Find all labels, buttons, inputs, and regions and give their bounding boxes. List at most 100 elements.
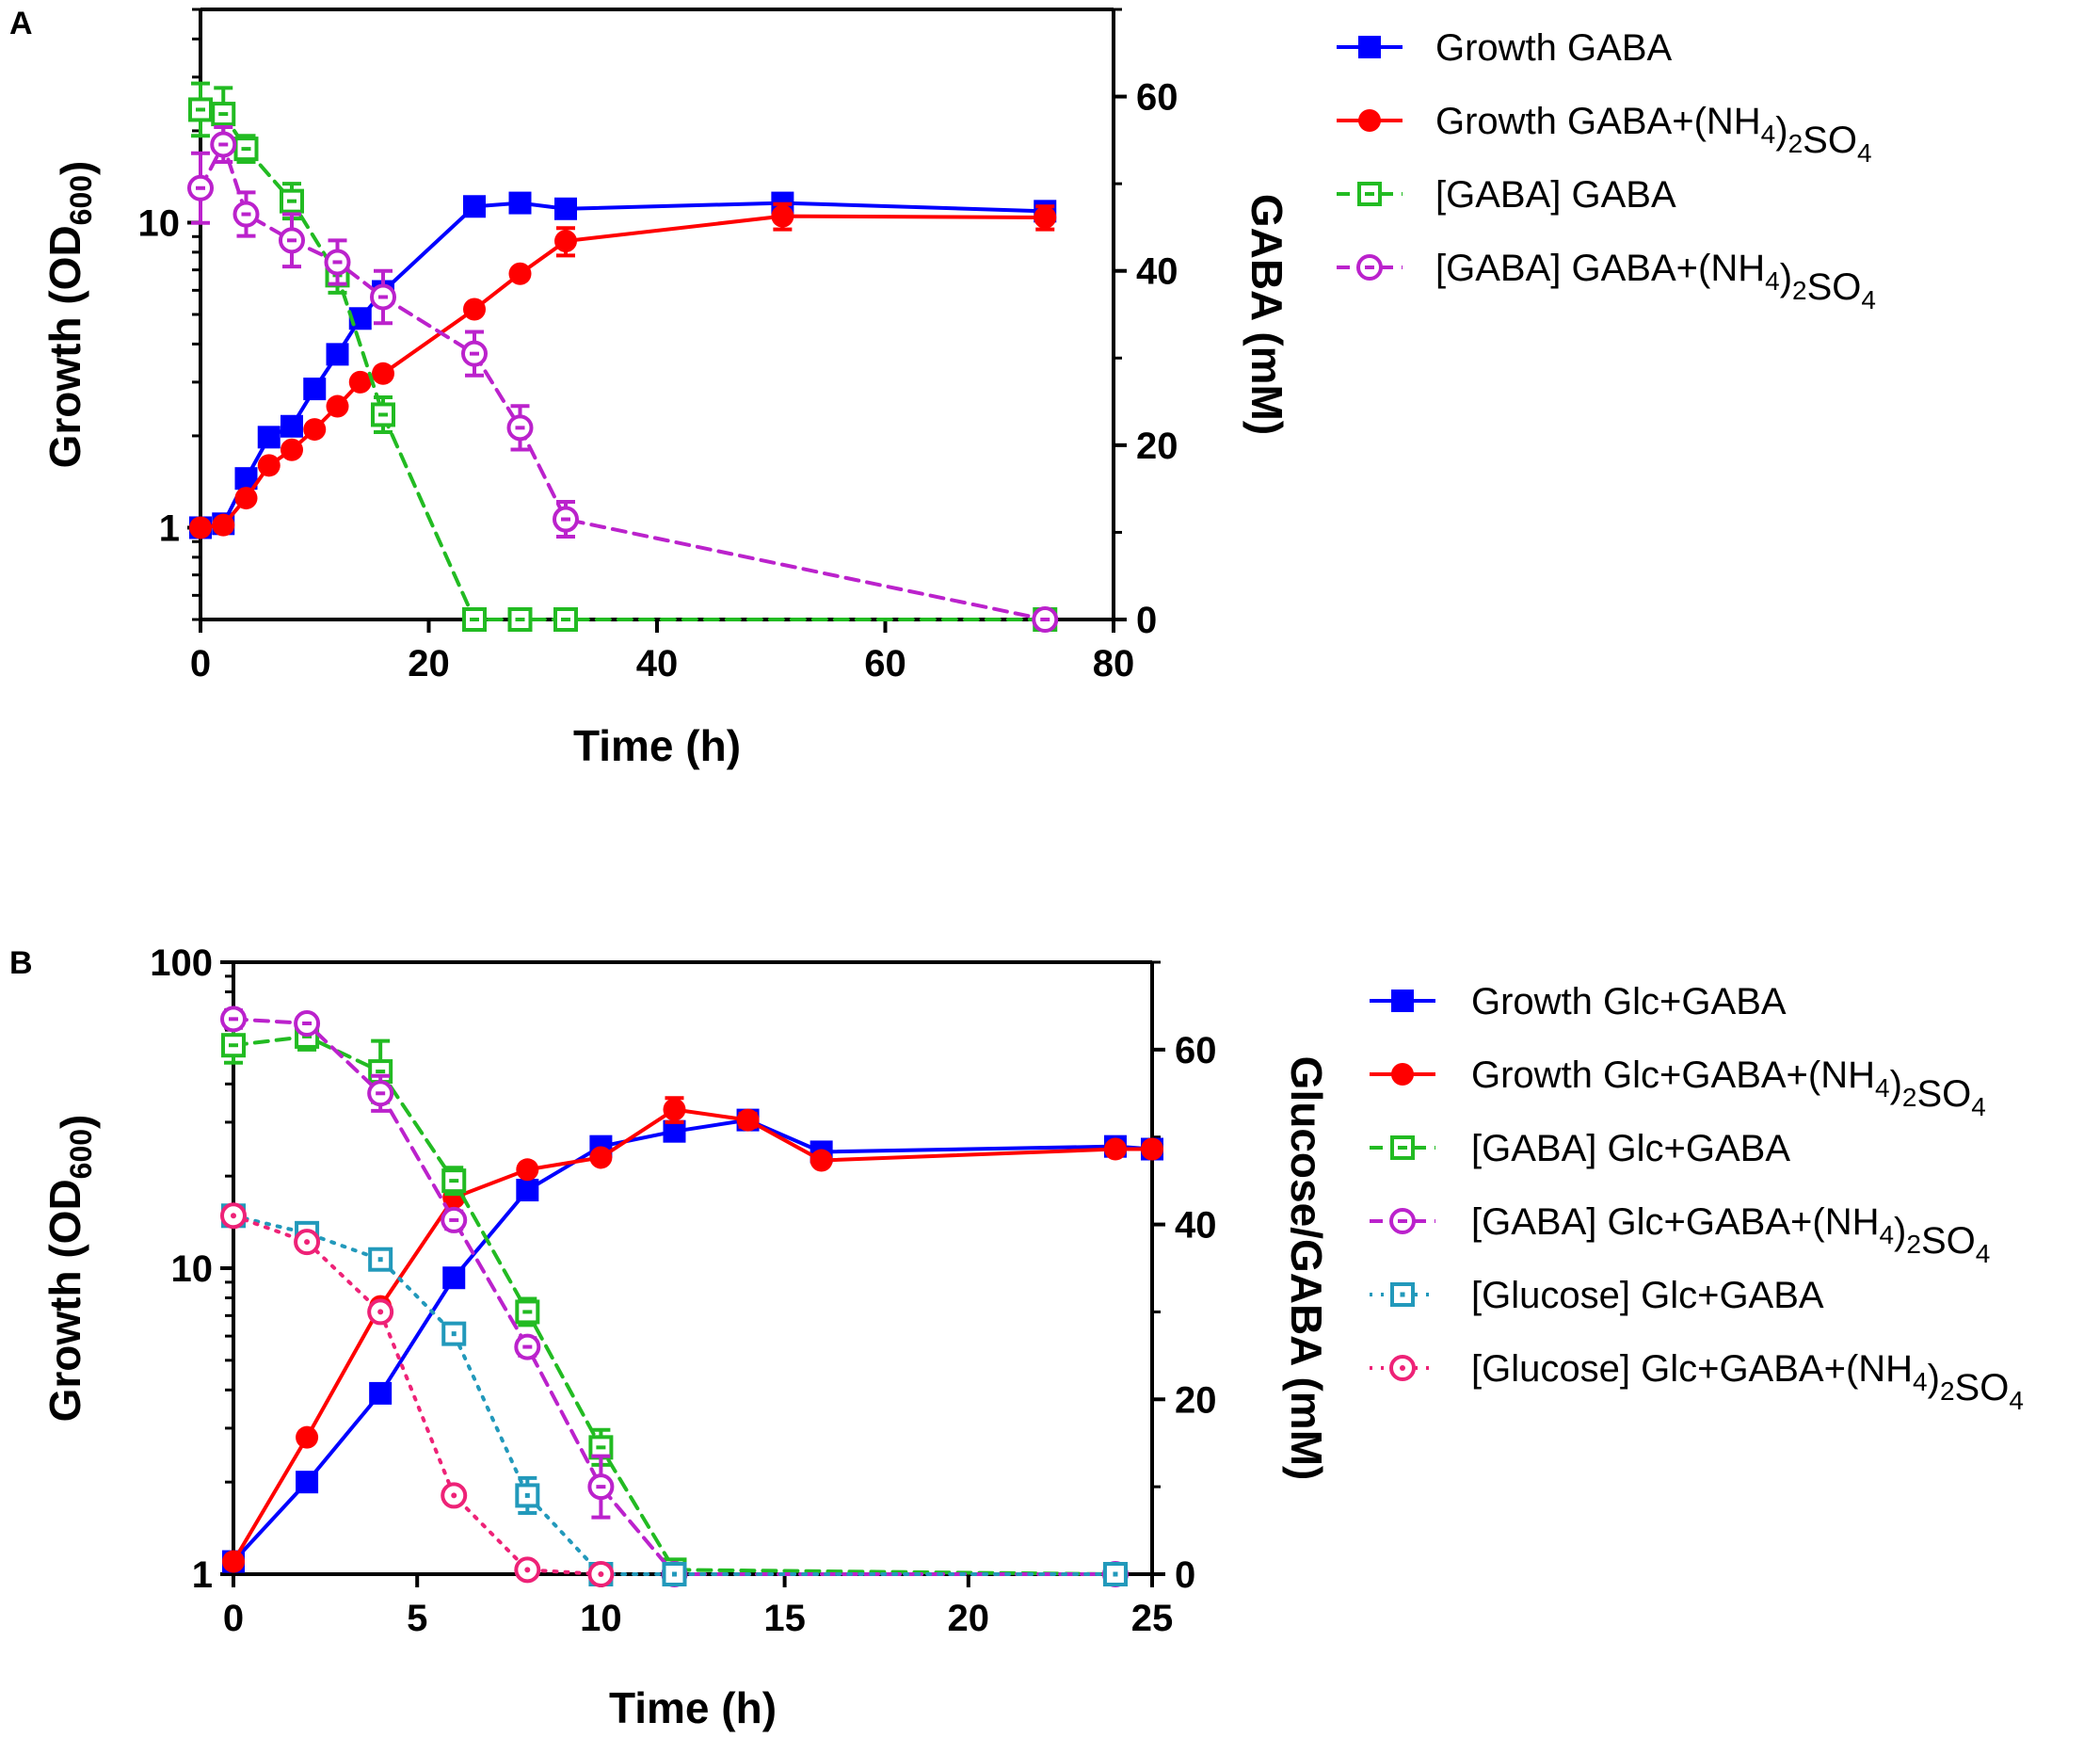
legend-label: [GABA] GABA+(NH4)2SO4 <box>1435 248 1876 314</box>
data-point <box>296 1425 319 1449</box>
data-point <box>506 414 534 442</box>
data-point <box>326 343 349 366</box>
data-point <box>515 1483 540 1508</box>
x-axis-label: Time (h) <box>573 721 741 770</box>
legend-marker <box>1357 182 1382 206</box>
data-point <box>324 249 351 276</box>
series-1 <box>189 201 1057 539</box>
data-point-dot <box>671 1571 677 1577</box>
axes: 0 20 40 60 80 1 10 0 20 40 60 <box>138 8 1178 684</box>
data-point-dot <box>377 1257 383 1263</box>
y-tick-label: 1 <box>192 1554 213 1596</box>
x-tick-label: 20 <box>948 1598 990 1639</box>
data-point <box>371 402 395 427</box>
chart-panel-A: A 0 20 40 60 80 1 10 0 20 40 60 Time (h) Growth (OD60… <box>9 6 1876 770</box>
data-point-dot <box>451 1492 457 1499</box>
legend-label: Growth GABA+(NH4)2SO4 <box>1435 101 1872 168</box>
data-point <box>1141 1137 1163 1161</box>
data-point <box>257 454 281 477</box>
series-line <box>232 1214 603 1576</box>
x-tick-label: 25 <box>1131 1598 1174 1639</box>
series-4 <box>221 1203 1128 1586</box>
legend-label: [Glucose] Glc+GABA+(NH4)2SO4 <box>1471 1348 2024 1415</box>
data-point <box>508 191 532 215</box>
legend-item: [GABA] GABA <box>1337 174 1676 216</box>
series-line <box>232 1107 1154 1564</box>
series-3 <box>187 124 1059 633</box>
data-point <box>554 197 577 220</box>
legend-label: [GABA] GABA <box>1435 174 1676 216</box>
x-tick-label: 0 <box>223 1598 244 1639</box>
data-point <box>810 1149 833 1172</box>
panel-letter: A <box>9 6 33 41</box>
data-point <box>281 438 303 461</box>
series-3 <box>220 1006 1129 1587</box>
data-point <box>1102 1562 1128 1586</box>
series-5 <box>220 1202 615 1587</box>
series-2 <box>188 81 1058 632</box>
y2-axis-label: Glucose/GABA (mM) <box>1282 1056 1331 1481</box>
data-point <box>233 137 259 162</box>
y-axis-label: Growth (OD600) <box>40 1115 101 1423</box>
data-point <box>553 607 578 632</box>
x-tick-label: 5 <box>407 1598 427 1639</box>
legend-item: [Glucose] Glc+GABA+(NH4)2SO4 <box>1370 1348 2024 1415</box>
chart-panel-B: B 0 5 10 15 20 25 1 10 100 0 20 40 60 Time (h) Growth (… <box>9 942 2024 1732</box>
data-point <box>220 1202 247 1230</box>
data-point-dot <box>1113 1571 1118 1577</box>
legend-label: Growth Glc+GABA <box>1471 981 1787 1022</box>
data-point <box>736 1108 760 1132</box>
data-point <box>771 204 794 228</box>
data-point <box>1032 606 1059 633</box>
x-axis-label: Time (h) <box>609 1683 777 1732</box>
plot-area <box>220 1006 1163 1587</box>
data-point <box>211 102 236 127</box>
legend-item: Growth Glc+GABA <box>1370 981 1787 1022</box>
legend-label: [GABA] Glc+GABA <box>1471 1128 1790 1169</box>
legend-item: Growth GABA <box>1337 27 1673 69</box>
data-point <box>1034 205 1057 229</box>
data-point <box>279 227 305 254</box>
data-point <box>369 1381 393 1405</box>
panel-letter: B <box>9 945 33 981</box>
y2-tick-label: 20 <box>1175 1379 1217 1421</box>
legend-label: [GABA] Glc+GABA+(NH4)2SO4 <box>1471 1201 1990 1268</box>
legend-marker-dot <box>1400 1292 1405 1297</box>
legend-marker <box>1356 254 1383 281</box>
legend-item: Growth GABA+(NH4)2SO4 <box>1337 101 1872 168</box>
data-point <box>189 516 212 539</box>
series-line <box>232 1034 1117 1576</box>
y-tick-label: 1 <box>159 507 180 549</box>
data-point <box>516 1158 539 1182</box>
y-tick-label: 100 <box>150 942 213 984</box>
data-point <box>372 362 394 385</box>
data-point <box>441 1206 468 1233</box>
legend-marker <box>1391 990 1414 1012</box>
x-tick-label: 80 <box>1093 643 1135 684</box>
series-line <box>232 1118 1154 1564</box>
legend-label: [Glucose] Glc+GABA <box>1471 1275 1824 1316</box>
data-point <box>441 1168 467 1194</box>
data-point <box>280 188 304 214</box>
data-point <box>210 131 237 158</box>
data-point-dot <box>524 1567 531 1573</box>
data-point <box>222 1550 245 1573</box>
data-point <box>188 97 213 122</box>
data-point <box>326 394 349 418</box>
data-point <box>221 1033 246 1058</box>
y2-tick-label: 60 <box>1175 1030 1217 1071</box>
series-0 <box>222 1108 1163 1573</box>
y2-tick-label: 0 <box>1175 1554 1195 1596</box>
legend-marker <box>1390 1135 1415 1160</box>
y2-axis-label: GABA (mM) <box>1242 194 1291 435</box>
data-point <box>234 487 258 510</box>
data-point <box>303 418 327 442</box>
data-point <box>587 1561 615 1587</box>
data-point-dot <box>377 1309 384 1315</box>
data-point-dot <box>598 1571 604 1577</box>
x-tick-label: 15 <box>763 1598 806 1639</box>
data-point <box>367 1080 394 1107</box>
data-point <box>294 1229 321 1256</box>
data-point <box>441 1321 467 1346</box>
y-axis-label: Growth (OD600) <box>40 161 101 469</box>
